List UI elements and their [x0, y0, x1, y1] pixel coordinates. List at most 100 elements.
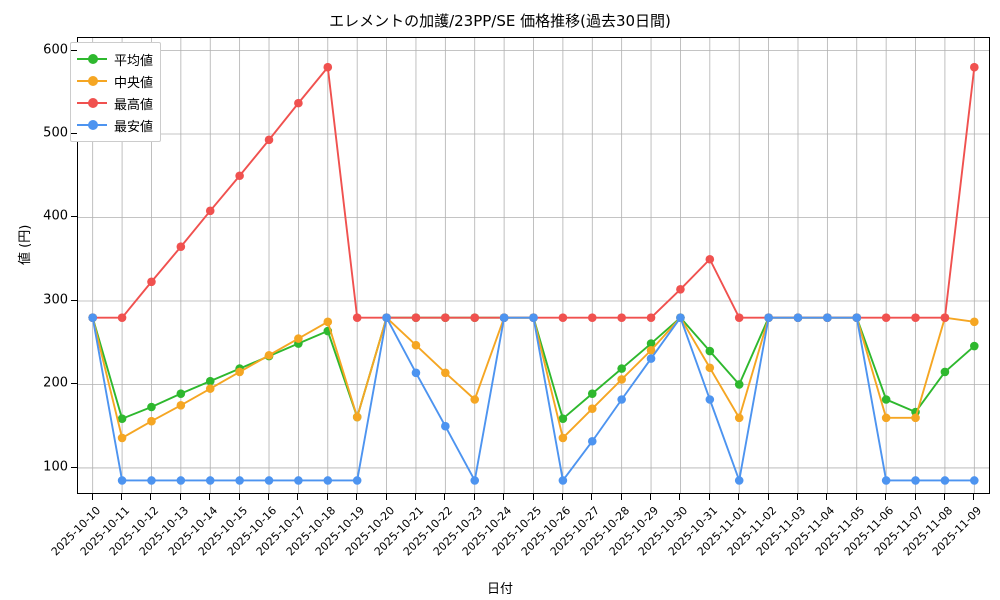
data-point [617, 375, 626, 384]
data-point [323, 476, 333, 485]
data-point [881, 476, 891, 485]
x-tick-mark [473, 494, 475, 500]
x-axis-label: 日付 [486, 582, 513, 597]
data-point [705, 363, 715, 373]
legend-item-3[interactable]: 最高値 [77, 92, 153, 114]
data-point [205, 206, 215, 216]
data-point [970, 341, 979, 351]
data-point [205, 376, 215, 386]
series-line [91, 316, 976, 482]
data-point [881, 313, 891, 322]
x-tick-mark [179, 494, 181, 500]
x-tick-mark [767, 494, 769, 500]
y-tick-mark [71, 383, 77, 385]
data-point [617, 313, 626, 322]
x-tick-mark [209, 494, 211, 500]
data-point [970, 476, 979, 485]
grid-lines [78, 38, 989, 493]
data-point [264, 135, 274, 145]
y-tick-label: 200 [43, 375, 68, 391]
data-point [676, 313, 685, 322]
plot-area [77, 37, 990, 494]
data-point [147, 277, 156, 287]
data-point [617, 364, 626, 373]
y-tick-mark [71, 49, 77, 51]
data-point [646, 313, 656, 322]
y-tick-label: 600 [43, 42, 68, 58]
data-series-layer [88, 62, 979, 485]
data-point [940, 476, 950, 485]
data-point [176, 476, 186, 485]
legend-label: 平均値 [114, 53, 154, 69]
data-point [499, 313, 509, 322]
y-tick-label: 400 [43, 208, 68, 224]
x-tick-mark [356, 494, 358, 500]
x-tick-mark [679, 494, 681, 500]
data-point [587, 389, 597, 398]
x-tick-mark [385, 494, 387, 500]
x-tick-mark [855, 494, 857, 500]
x-tick-mark [591, 494, 593, 500]
data-point [558, 414, 568, 424]
series-line [91, 316, 976, 420]
data-point [294, 476, 303, 485]
series-1 [88, 313, 979, 424]
data-point [911, 476, 920, 485]
x-tick-mark [444, 494, 446, 500]
data-point [940, 367, 950, 377]
legend-item-1[interactable]: 平均値 [77, 48, 153, 70]
legend-item-4[interactable]: 最安値 [77, 114, 153, 136]
x-tick-mark [826, 494, 828, 500]
data-point [441, 313, 450, 322]
series-line [91, 316, 976, 439]
legend-marker-icon [77, 96, 107, 110]
data-point [558, 433, 568, 443]
x-tick-mark [708, 494, 710, 500]
data-point [852, 313, 862, 322]
x-tick-mark [885, 494, 887, 500]
legend-label: 中央値 [114, 75, 154, 91]
legend-label: 最安値 [114, 119, 154, 135]
x-tick-mark [150, 494, 152, 500]
data-point [205, 476, 215, 485]
chart-title: エレメントの加護/23PP/SE 価格推移(過去30日間) [329, 12, 671, 30]
data-point [793, 313, 803, 322]
data-point [881, 395, 891, 404]
data-point [441, 421, 450, 431]
x-tick-mark [738, 494, 740, 500]
y-tick-mark [71, 466, 77, 468]
legend-item-2[interactable]: 中央値 [77, 70, 153, 92]
data-point [558, 313, 568, 322]
data-point [147, 402, 156, 412]
data-point [705, 346, 715, 356]
data-point [734, 313, 744, 322]
data-point [147, 416, 156, 426]
y-tick-mark [71, 216, 77, 218]
data-point [734, 476, 744, 485]
data-point [88, 313, 97, 322]
data-point [235, 367, 244, 377]
x-tick-mark [121, 494, 123, 500]
data-point [117, 313, 127, 322]
data-point [705, 254, 715, 264]
data-point [264, 350, 274, 360]
data-point [294, 98, 303, 108]
data-point [176, 242, 186, 252]
data-point [646, 354, 656, 363]
data-point [911, 413, 920, 423]
y-tick-label: 100 [43, 459, 68, 475]
x-tick-mark [238, 494, 240, 500]
data-point [176, 401, 186, 410]
x-tick-mark [561, 494, 563, 500]
x-tick-mark [91, 494, 93, 500]
data-point [117, 433, 127, 443]
y-tick-label: 500 [43, 125, 68, 141]
chart-legend: 平均値中央値 最高値最安値 [70, 42, 162, 142]
data-point [235, 171, 244, 181]
data-point [264, 476, 274, 485]
legend-marker-icon [77, 74, 107, 88]
data-point [529, 313, 538, 322]
data-point [705, 395, 715, 404]
data-point [441, 368, 450, 378]
